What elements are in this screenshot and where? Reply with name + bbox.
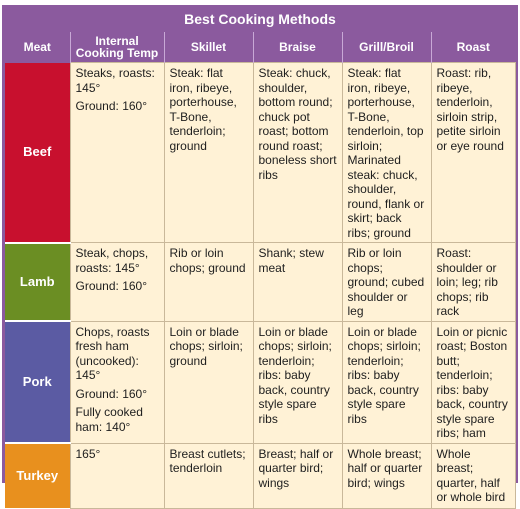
- roast-cell-pork: Loin or picnic roast; Boston butt; tende…: [430, 320, 516, 444]
- skillet-cell-beef: Steak: flat iron, ribeye, porterhouse, T…: [163, 62, 254, 243]
- roast-cell-lamb: Roast: shoulder or loin; leg; rib chops;…: [430, 242, 516, 322]
- temp-cell-lamb: Steak, chops, roasts: 145° Ground: 160°: [69, 242, 165, 322]
- grill-cell-beef: Steak: flat iron, ribeye, porterhouse, T…: [341, 62, 432, 243]
- row-turkey: Turkey 165° Breast cutlets; tenderloin B…: [5, 442, 516, 509]
- temp-line: Ground: 160°: [75, 99, 148, 113]
- meat-label-beef: Beef: [5, 62, 70, 244]
- roast-cell-beef: Roast: rib, ribeye, tenderloin, sirloin …: [430, 62, 516, 243]
- meat-label-pork: Pork: [5, 321, 70, 444]
- temp-line: Fully cooked ham: 140°: [75, 405, 143, 434]
- skillet-cell-lamb: Rib or loin chops; ground: [163, 242, 254, 322]
- temp-line: Steak, chops, roasts: 145°: [75, 246, 149, 275]
- braise-cell-beef: Steak: chuck, shoulder, bottom round; ch…: [252, 62, 343, 243]
- temp-cell-pork: Chops, roasts fresh ham (uncooked): 145°…: [69, 320, 165, 444]
- braise-cell-pork: Loin or blade chops; sirloin; tenderloin…: [252, 320, 343, 444]
- temp-line: Ground: 160°: [75, 386, 148, 401]
- grill-cell-turkey: Whole breast; half or quarter bird; wing…: [341, 442, 432, 509]
- meat-label-turkey: Turkey: [5, 443, 70, 508]
- grill-cell-lamb: Rib or loin chops; ground; cubed shoulde…: [341, 242, 432, 322]
- header-braise: Braise: [252, 32, 342, 63]
- temp-cell-turkey: 165°: [69, 442, 165, 509]
- braise-cell-lamb: Shank; stew meat: [252, 242, 343, 322]
- skillet-cell-pork: Loin or blade chops; sirloin; ground: [163, 320, 254, 444]
- temp-line: 165°: [75, 446, 101, 461]
- header-row: Meat Internal Cooking Temp Skillet Brais…: [5, 32, 515, 63]
- chart-title: Best Cooking Methods: [184, 10, 336, 27]
- skillet-cell-turkey: Breast cutlets; tenderloin: [163, 442, 254, 509]
- braise-cell-turkey: Breast; half or quarter bird; wings: [252, 442, 343, 509]
- meat-label-lamb: Lamb: [5, 242, 70, 322]
- temp-cell-beef: Steaks, roasts: 145° Ground: 160°: [69, 62, 165, 243]
- header-skillet: Skillet: [163, 32, 253, 63]
- header-internal-cooking-temp: Internal Cooking Temp: [69, 32, 164, 63]
- grill-cell-pork: Loin or blade chops; sirloin; tenderloin…: [341, 320, 432, 444]
- roast-cell-turkey: Whole breast; quarter, half or whole bir…: [430, 442, 516, 509]
- temp-line: Ground: 160°: [75, 279, 148, 293]
- temp-line: Steaks, roasts: 145°: [75, 66, 155, 95]
- row-pork: Pork Chops, roasts fresh ham (uncooked):…: [5, 320, 516, 444]
- cooking-table: Meat Internal Cooking Temp Skillet Brais…: [5, 32, 516, 509]
- header-roast: Roast: [430, 32, 515, 63]
- header-grill-broil: Grill/Broil: [341, 32, 431, 63]
- row-beef: Beef Steaks, roasts: 145° Ground: 160° S…: [5, 62, 516, 244]
- header-meat: Meat: [5, 32, 70, 63]
- temp-line: Chops, roasts fresh ham (uncooked): 145°: [75, 324, 150, 383]
- cooking-methods-chart: Best Cooking Methods Meat Internal Cooki…: [2, 5, 518, 509]
- row-lamb: Lamb Steak, chops, roasts: 145° Ground: …: [5, 242, 516, 322]
